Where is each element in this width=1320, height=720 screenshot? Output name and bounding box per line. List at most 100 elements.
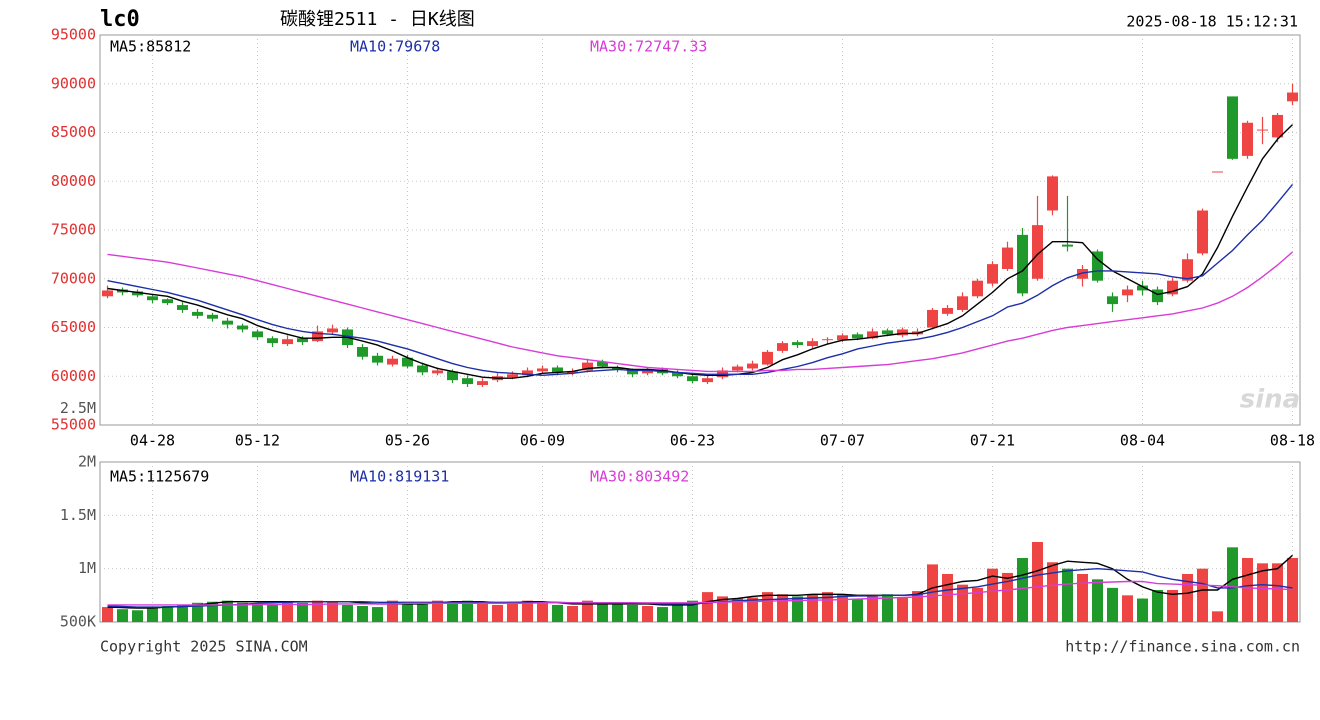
candle-body bbox=[522, 370, 533, 376]
candle-body bbox=[867, 331, 878, 339]
volume-bar bbox=[117, 609, 128, 622]
volume-bar bbox=[1002, 572, 1013, 622]
y-tick-label: 80000 bbox=[51, 172, 96, 190]
candle-body bbox=[447, 371, 458, 381]
volume-bar bbox=[282, 601, 293, 622]
legend-label: MA30:72747.33 bbox=[590, 38, 707, 56]
candle-body bbox=[672, 372, 683, 377]
candle-body bbox=[387, 358, 398, 365]
candle-body bbox=[627, 370, 638, 375]
legend-label: MA30:803492 bbox=[590, 468, 689, 486]
symbol: lc0 bbox=[100, 7, 140, 32]
volume-bar bbox=[657, 607, 668, 622]
volume-bar bbox=[477, 603, 488, 622]
ma-line bbox=[107, 580, 1293, 606]
candle-body bbox=[1257, 129, 1268, 131]
candle-body bbox=[702, 378, 713, 383]
volume-bar bbox=[672, 604, 683, 622]
volume-bar bbox=[582, 600, 593, 622]
candle-body bbox=[552, 367, 563, 373]
volume-bar bbox=[1287, 558, 1298, 622]
candle-body bbox=[837, 335, 848, 341]
volume-bar bbox=[462, 600, 473, 622]
volume-bar bbox=[807, 594, 818, 622]
volume-bar bbox=[1167, 590, 1178, 622]
legend-label: MA5:1125679 bbox=[110, 468, 209, 486]
volume-panel bbox=[99, 461, 1301, 623]
volume-bar bbox=[177, 604, 188, 622]
x-tick-label: 06-09 bbox=[520, 432, 565, 450]
y-tick-label: 60000 bbox=[51, 367, 96, 385]
candle-body bbox=[582, 362, 593, 371]
volume-bar bbox=[732, 598, 743, 622]
volume-bar bbox=[1212, 611, 1223, 622]
candle-body bbox=[432, 370, 443, 374]
volume-bar bbox=[102, 607, 113, 622]
volume-bar bbox=[777, 594, 788, 622]
candle-body bbox=[1002, 247, 1013, 269]
volume-bar bbox=[792, 596, 803, 622]
candle-body bbox=[417, 365, 428, 373]
candle-body bbox=[177, 305, 188, 310]
x-tick-label: 08-04 bbox=[1120, 432, 1165, 450]
x-tick-label: 08-18 bbox=[1270, 432, 1315, 450]
volume-bar bbox=[642, 606, 653, 622]
candle-body bbox=[402, 357, 413, 367]
volume-bar bbox=[222, 600, 233, 622]
volume-bar bbox=[237, 602, 248, 622]
volume-bar bbox=[192, 602, 203, 622]
volume-bar bbox=[1047, 562, 1058, 622]
candle-body bbox=[942, 308, 953, 314]
candle-body bbox=[1287, 92, 1298, 102]
candle-body bbox=[267, 338, 278, 344]
volume-bar bbox=[207, 601, 218, 622]
y-tick-label: 55000 bbox=[51, 416, 96, 434]
volume-bar bbox=[552, 604, 563, 622]
volume-bar bbox=[567, 606, 578, 622]
candle-body bbox=[597, 361, 608, 367]
candle-body bbox=[147, 296, 158, 301]
volume-bar bbox=[387, 600, 398, 622]
x-tick-label: 07-07 bbox=[820, 432, 865, 450]
volume-bar bbox=[1137, 598, 1148, 622]
ma-line bbox=[107, 183, 1294, 377]
source-url: http://finance.sina.com.cn bbox=[1065, 638, 1300, 656]
candle-body bbox=[192, 311, 203, 316]
volume-bar bbox=[942, 574, 953, 622]
candle-body bbox=[1122, 289, 1133, 296]
candle-body bbox=[972, 280, 983, 297]
volume-bar bbox=[312, 600, 323, 622]
candle-body bbox=[1047, 176, 1058, 211]
x-tick-label: 04-28 bbox=[130, 432, 175, 450]
volume-bar bbox=[1272, 563, 1283, 622]
candle-body bbox=[237, 325, 248, 330]
candle-body bbox=[897, 329, 908, 336]
y-tick-label: 2.5M bbox=[60, 399, 96, 417]
ma-line bbox=[107, 124, 1293, 379]
x-tick-label: 05-12 bbox=[235, 432, 280, 450]
candle-body bbox=[297, 338, 308, 343]
candle-body bbox=[1137, 285, 1148, 291]
volume-bar bbox=[597, 602, 608, 622]
volume-bar bbox=[342, 604, 353, 622]
y-tick-label: 65000 bbox=[51, 318, 96, 336]
volume-bar bbox=[357, 606, 368, 622]
x-tick-label: 05-26 bbox=[385, 432, 430, 450]
candle-body bbox=[792, 342, 803, 346]
volume-bar bbox=[612, 603, 623, 622]
candle-body bbox=[1092, 251, 1103, 281]
volume-bar bbox=[1107, 587, 1118, 622]
candle-body bbox=[1107, 296, 1118, 305]
candle-body bbox=[1182, 259, 1193, 281]
volume-bar bbox=[627, 604, 638, 622]
candle-body bbox=[462, 378, 473, 385]
ma-line bbox=[107, 251, 1293, 373]
volume-bar bbox=[1257, 563, 1268, 622]
volume-bar bbox=[1032, 542, 1043, 622]
candle-body bbox=[807, 341, 818, 347]
ma-line bbox=[107, 567, 1293, 608]
candle-body bbox=[747, 363, 758, 369]
volume-bar bbox=[822, 592, 833, 622]
volume-bar bbox=[837, 594, 848, 622]
